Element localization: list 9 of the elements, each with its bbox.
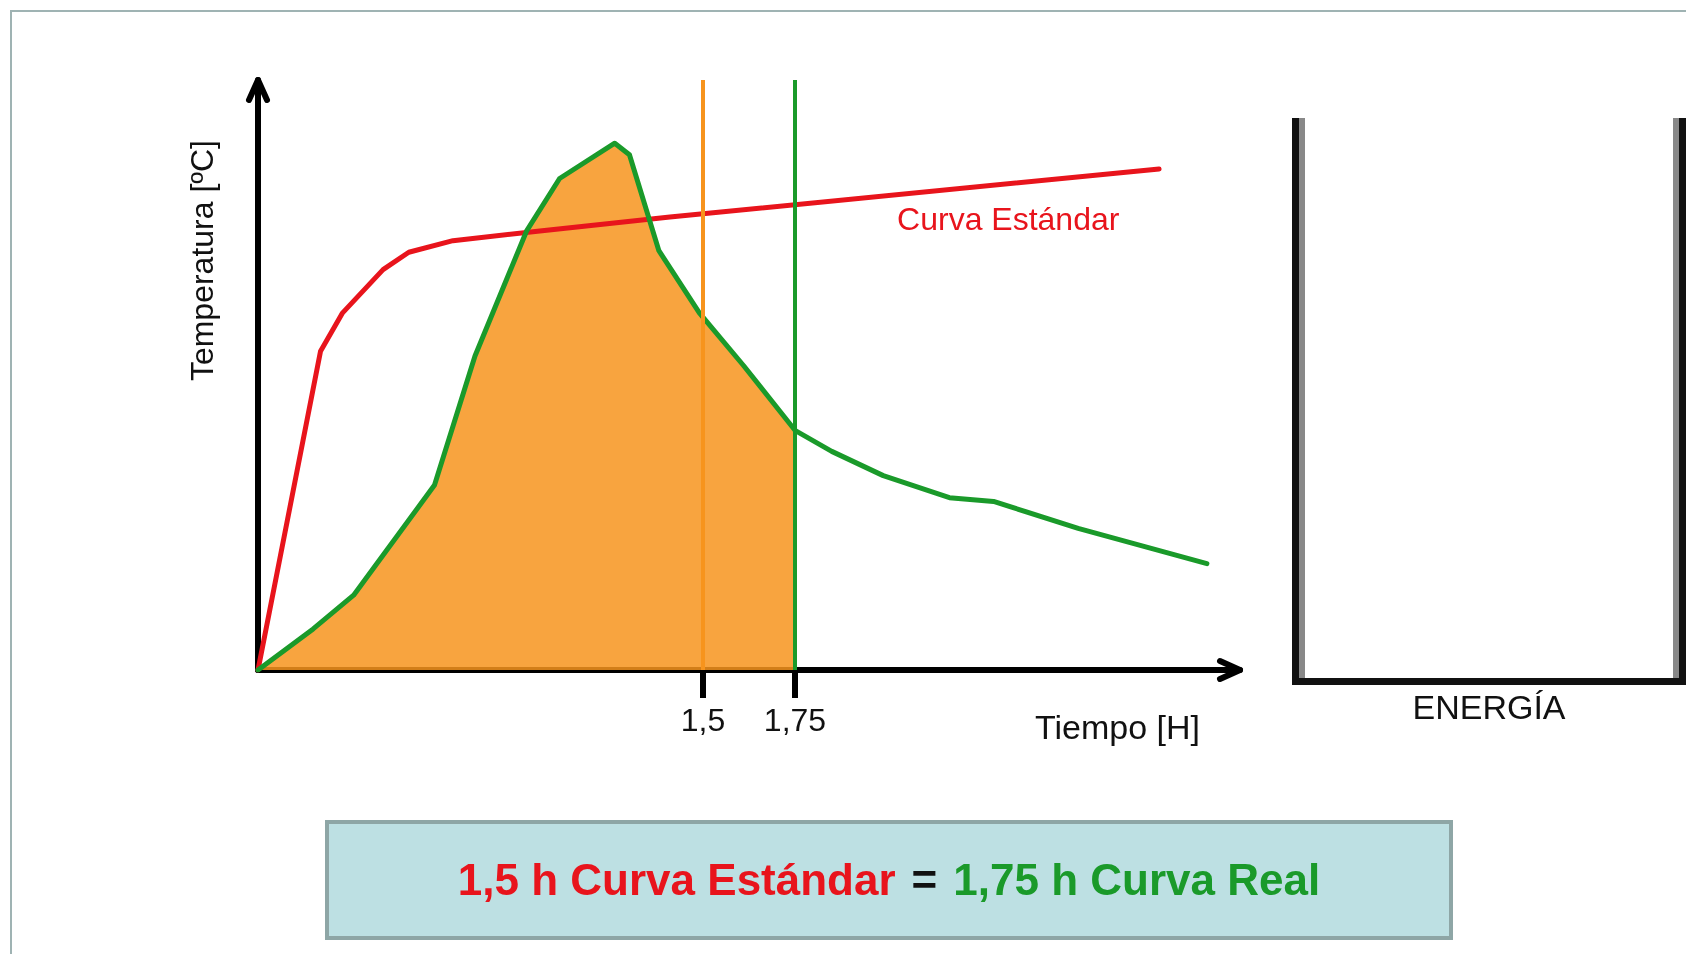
x-axis-title: Tiempo [H]	[1034, 708, 1200, 746]
x-tick-label: 1,75	[763, 702, 827, 738]
text: 1,75 h Curva Real	[953, 855, 1321, 905]
text: =	[911, 855, 938, 905]
text: ENERGÍA	[1411, 688, 1567, 727]
text: 1,5 h Curva Estándar	[457, 855, 896, 905]
y-axis-title: Temperatura [ºC]	[184, 140, 220, 382]
series-label: Curva Estándar	[897, 201, 1120, 238]
x-tick-label: 1,5	[680, 702, 726, 738]
